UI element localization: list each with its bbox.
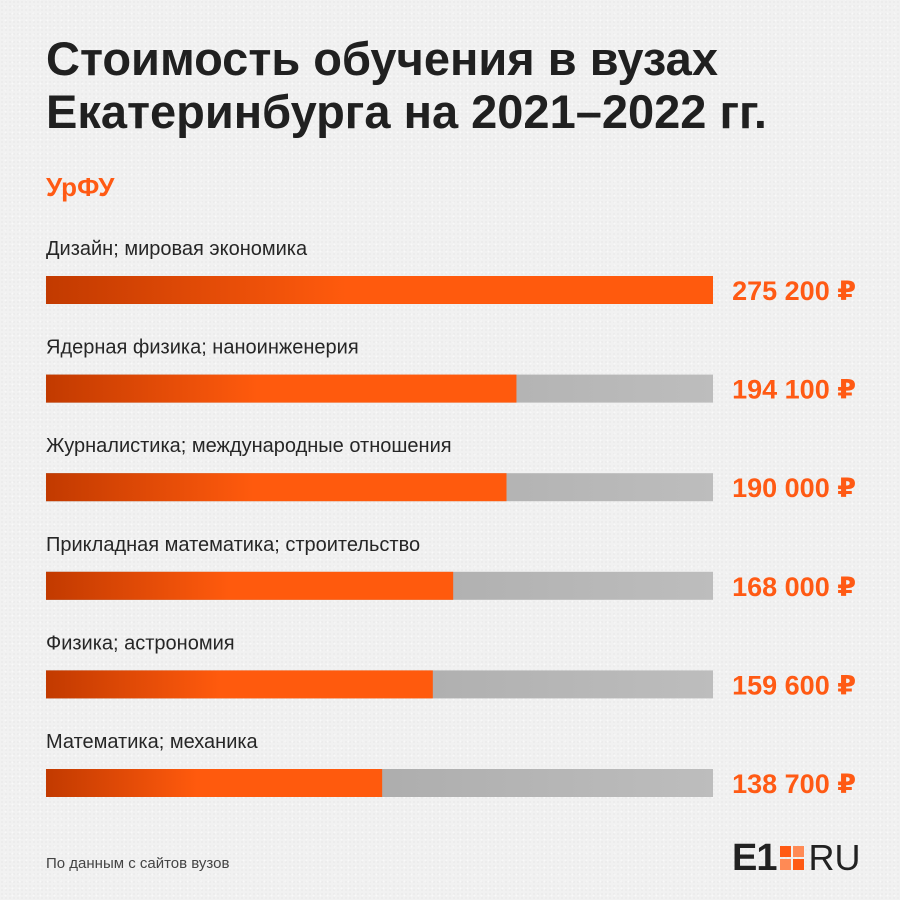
university-name: УрФУ	[46, 172, 115, 202]
category-label: Ядерная физика; наноинженерия	[46, 337, 359, 359]
value-label: 194 100 ₽	[732, 375, 856, 405]
chart-title: Стоимость обучения в вузах Екатеринбурга…	[46, 32, 876, 138]
value-label: 190 000 ₽	[732, 473, 856, 503]
bar	[46, 276, 713, 304]
category-label: Журналистика; международные отношения	[46, 435, 452, 457]
title-line-2: Екатеринбурга на 2021–2022 гг.	[46, 85, 767, 138]
category-label: Прикладная математика; строительство	[46, 534, 420, 556]
value-label: 159 600 ₽	[732, 670, 856, 700]
logo-domain: RU	[808, 837, 861, 878]
value-label: 275 200 ₽	[732, 276, 856, 306]
category-label: Математика; механика	[46, 731, 259, 753]
logo-square-icon	[780, 846, 805, 870]
bar	[46, 374, 517, 403]
bar	[46, 670, 433, 699]
bar	[46, 473, 507, 502]
category-label: Дизайн; мировая экономика	[46, 238, 308, 260]
category-label: Физика; астрономия	[46, 632, 235, 654]
logo-mark: E1	[732, 837, 777, 879]
bar	[46, 571, 454, 600]
value-label: 168 000 ₽	[732, 572, 856, 602]
title-line-1: Стоимость обучения в вузах	[46, 32, 718, 85]
bar	[46, 769, 383, 797]
source-note: По данным с сайтов вузов	[46, 855, 230, 872]
e1-logo: E1 RU	[732, 837, 861, 879]
value-label: 138 700 ₽	[732, 769, 856, 799]
